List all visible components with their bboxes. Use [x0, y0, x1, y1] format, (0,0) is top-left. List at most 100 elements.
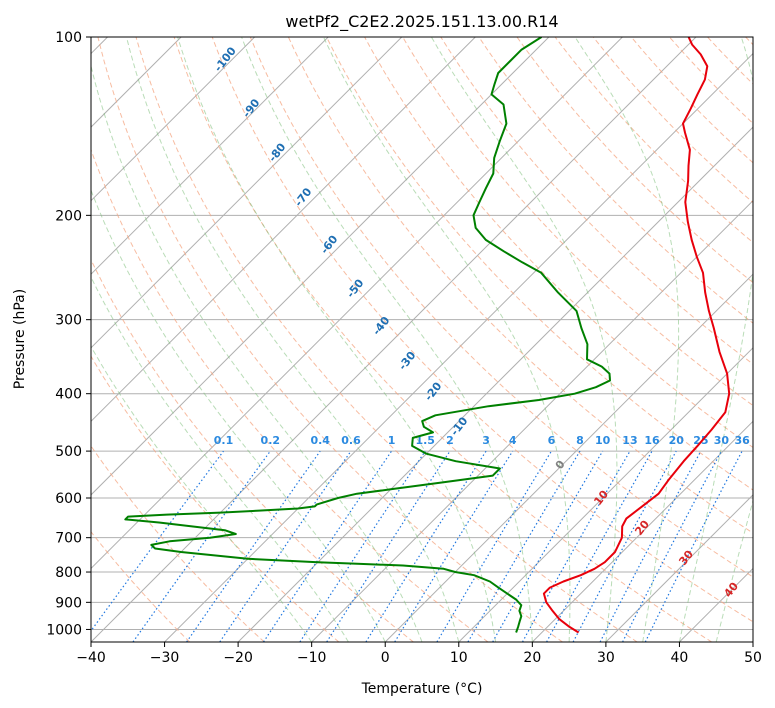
x-tick-label: 0 [381, 650, 390, 666]
dry-adiabat-label: -40 [370, 314, 393, 338]
x-axis-label: Temperature (°C) [361, 681, 483, 697]
dry-adiabat-label: -60 [318, 233, 341, 257]
mixing-ratio-line [467, 450, 581, 642]
mixing-ratio-label: 4 [509, 434, 517, 447]
y-tick-label: 400 [55, 387, 82, 403]
dry-adiabat-line [745, 37, 753, 46]
mixing-ratio-line [622, 450, 722, 642]
isotherm-line [91, 37, 476, 423]
profile-series-line [542, 37, 731, 634]
x-tick-label: 40 [671, 650, 689, 666]
mixing-ratio-label: 6 [548, 434, 556, 447]
mixing-ratio-line [186, 450, 321, 642]
isotherm-line [458, 347, 753, 642]
dry-adiabat-label: -30 [396, 349, 419, 373]
moist-adiabat-line [430, 37, 618, 642]
dry-adiabat-line [554, 37, 753, 244]
isotherm-line [531, 420, 753, 642]
isotherm-line [91, 37, 329, 275]
y-tick-label: 100 [55, 30, 82, 46]
dry-adiabat-label: -20 [422, 379, 445, 403]
isotherm-line [679, 567, 753, 642]
y-tick-label: 600 [55, 491, 82, 507]
isotherm-line [91, 37, 623, 570]
y-tick-label: 800 [55, 565, 82, 581]
mixing-ratio-line [644, 450, 743, 642]
isotherm-line [164, 52, 753, 642]
moist-adiabat-line [323, 37, 571, 642]
moist-adiabat-line [177, 37, 497, 642]
dry-adiabat-line [516, 37, 753, 284]
y-tick-label: 500 [55, 444, 82, 460]
mixing-ratio-label: 0.4 [310, 434, 330, 447]
dry-adiabat-line [211, 37, 753, 623]
isotherm-line [384, 273, 753, 642]
mixing-ratio-line [599, 450, 702, 642]
mixing-ratio-label: 36 [734, 434, 750, 447]
dry-adiabat-line [97, 37, 563, 642]
dry-adiabat-line [135, 37, 638, 642]
dry-adiabat-line [91, 258, 414, 642]
isotherm-line [311, 199, 753, 642]
mixing-ratio-line [262, 450, 392, 642]
mixing-ratio-label: 0.2 [261, 434, 281, 447]
mixing-ratio-label: 8 [576, 434, 584, 447]
mixing-ratio-line [91, 450, 224, 632]
mixing-ratio-line [326, 450, 451, 642]
mixing-ratio-label: 30 [714, 434, 730, 447]
moist-adiabat-line [678, 37, 753, 642]
y-tick-label: 300 [55, 313, 82, 329]
dry-adiabat-label: -70 [292, 185, 315, 209]
mixing-ratio-line [299, 450, 426, 642]
dry-adiabat-line [91, 531, 191, 642]
moist-adiabat-line [241, 37, 533, 642]
mixing-ratio-line [436, 450, 553, 642]
y-axis-label: Pressure (hPa) [12, 289, 28, 389]
dry-adiabat-line [402, 37, 753, 407]
moist-adiabat-label: 0 [553, 458, 568, 472]
moist-adiabat-line [715, 498, 753, 642]
x-tick-label: 50 [744, 650, 762, 666]
moist-adiabat-label: 30 [676, 548, 696, 568]
mixing-ratio-label: 0.1 [214, 434, 234, 447]
mixing-ratio-line [132, 450, 271, 642]
mixing-ratio-label: 0.6 [341, 434, 361, 447]
isotherm-line [237, 126, 753, 642]
mixing-ratio-label: 1 [388, 434, 396, 447]
dry-adiabat-line [478, 37, 753, 324]
x-axis-ticks: −40 −30 −20 −10 0 10 20 30 40 50 [76, 642, 762, 666]
moist-adiabat-line [91, 345, 313, 642]
x-tick-label: 20 [523, 650, 541, 666]
chart-title: wetPf2_C2E2.2025.151.13.00.R14 [285, 12, 558, 32]
dry-adiabat-line [364, 37, 753, 449]
moist-adiabat-label: 10 [591, 488, 611, 508]
dry-adiabat-label: -90 [240, 96, 263, 120]
isotherm-line [91, 37, 403, 349]
dry-adiabat-line [326, 37, 753, 491]
mixing-ratio-line [546, 450, 653, 642]
isotherm-line [752, 641, 753, 642]
y-tick-label: 900 [55, 595, 82, 611]
mixing-ratio-line [394, 450, 514, 642]
dry-adiabat-label: -100 [212, 44, 239, 74]
x-tick-label: 30 [597, 650, 615, 666]
x-tick-label: −30 [150, 650, 180, 666]
dry-adiabat-line [91, 148, 489, 642]
mixing-ratio-label: 2 [446, 434, 454, 447]
x-tick-label: 10 [450, 650, 468, 666]
profile-series-line [124, 37, 611, 633]
dry-adiabat-line [91, 445, 265, 642]
mixing-ratio-line [521, 450, 631, 642]
dry-adiabat-line [249, 37, 753, 578]
y-tick-label: 700 [55, 531, 82, 547]
mixing-ratio-label: 16 [644, 434, 660, 447]
x-tick-label: −40 [76, 650, 106, 666]
isotherm-line [91, 37, 550, 496]
x-tick-label: −10 [297, 650, 327, 666]
dry-adiabat-line [440, 37, 753, 365]
adiabat-labels: 0.1 0.2 0.4 0.6 1 1.5 2 3 4 6 8 10 13 16 20 25 30 36-100-… [212, 44, 750, 600]
mixing-ratio-line [219, 450, 352, 642]
mixing-ratio-line [572, 450, 677, 642]
y-axis-ticks: 100 200 300 400 500 600 700 800 900 1000 [46, 30, 91, 638]
profile-lines [124, 37, 731, 634]
